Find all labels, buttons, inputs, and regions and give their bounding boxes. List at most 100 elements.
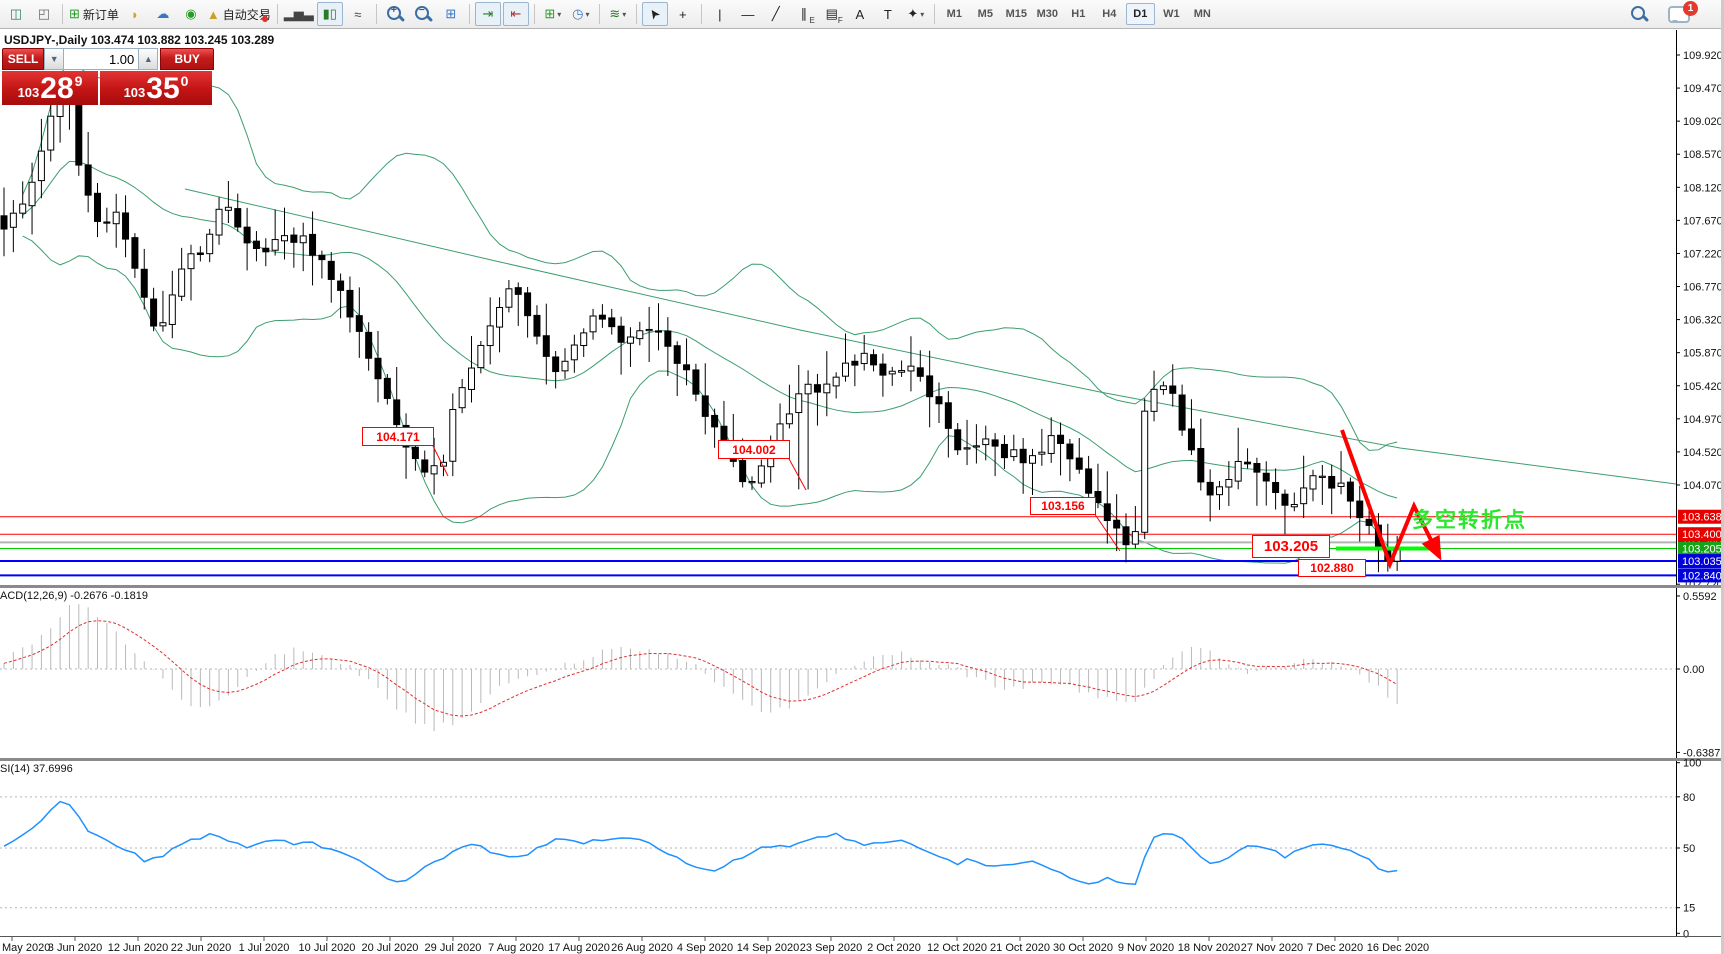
price-tick-label: 106.770 (1683, 282, 1723, 294)
candle (140, 248, 148, 310)
ask-price-panel[interactable]: 103 35 0 (100, 71, 212, 105)
chat-icon[interactable]: 1 (1668, 0, 1698, 23)
text-label-icon: T (883, 6, 892, 22)
volume-down-button[interactable]: ▼ (44, 48, 65, 70)
indicators-dropdown-icon[interactable]: ▾ (622, 9, 627, 19)
trend-note-annotation[interactable]: 多空转折点 (1412, 509, 1527, 532)
time-tick-label: 21 Oct 2020 (990, 942, 1050, 954)
profiles-button[interactable]: ◰ (31, 2, 57, 26)
candle (1159, 381, 1167, 395)
candle (1075, 438, 1083, 474)
bar-chart-button[interactable]: ▂▅▃ (283, 2, 315, 26)
volume-up-button[interactable]: ▲ (138, 48, 159, 70)
new-order-button[interactable]: ⊞ 新订单 (68, 2, 120, 26)
indicators-button[interactable]: ≋ ▾ (605, 2, 631, 26)
macd-signal-line (3, 620, 1398, 717)
arrows-icon: ✦ (907, 6, 919, 21)
sell-button[interactable]: SELL (2, 48, 45, 70)
candle (365, 322, 373, 371)
new-chart-dropdown-icon[interactable]: ▾ (557, 9, 562, 19)
candle (1113, 494, 1121, 552)
price-label-text: 103.638 (1682, 512, 1722, 524)
alerts-button[interactable]: ◗ (122, 2, 148, 26)
text-button[interactable]: A (847, 2, 873, 26)
macd-pane-splitter[interactable] (0, 585, 1724, 588)
vertical-line-button[interactable]: | (707, 2, 733, 26)
toolbar-separator (598, 4, 600, 24)
arrows-button[interactable]: ✦ ▾ (903, 2, 929, 26)
text-label-button[interactable]: T (875, 2, 901, 26)
volume-input[interactable] (64, 48, 139, 70)
price-tick-label: 108.120 (1683, 182, 1723, 194)
price-callout-103.156[interactable]: 103.156 (1030, 497, 1096, 515)
toolbar-right: 1 (1630, 0, 1724, 23)
auto-trading-button[interactable]: ▲ 自动交易 (206, 2, 272, 26)
candle (122, 195, 130, 258)
zoom-out-button[interactable]: − (410, 2, 436, 26)
candle (842, 333, 849, 382)
periods-button[interactable]: ◷ ▾ (568, 2, 594, 26)
candle (1029, 448, 1036, 495)
timeframe-m15-button[interactable]: M15 (1005, 8, 1028, 20)
price-tick-label: 104.070 (1683, 480, 1723, 492)
candle (103, 207, 111, 233)
candlestick-chart-button[interactable]: ▮▯ (316, 2, 343, 26)
arrows-dropdown-icon[interactable]: ▾ (920, 9, 925, 19)
rsi-pane-splitter[interactable] (0, 758, 1724, 761)
candle (888, 366, 896, 386)
timeframe-mn-button[interactable]: MN (1193, 8, 1211, 20)
horizontal-line-button[interactable]: — (735, 2, 761, 26)
auto-scroll-button[interactable]: ⇥ (474, 2, 501, 26)
price-callout-104.171[interactable]: 104.171 (362, 427, 434, 446)
equidistant-channel-button[interactable]: ∥ E (791, 2, 817, 26)
new-order-label: 新订单 (82, 7, 119, 22)
new-chart-button[interactable]: ⊞ ▾ (540, 2, 566, 26)
trendline-button[interactable]: ╱ (763, 2, 789, 26)
auto-trading-status-dot (261, 16, 268, 22)
zoom-in-button[interactable]: + (382, 2, 408, 26)
candle (355, 287, 363, 358)
line-chart-button[interactable]: ≈ (345, 2, 371, 26)
timeframe-m1-button[interactable]: M1 (946, 8, 962, 20)
price-callout-104.002[interactable]: 104.002 (718, 440, 790, 459)
community-button[interactable]: ☁ (150, 2, 176, 26)
price-callout-103.205[interactable]: 103.205 (1252, 535, 1330, 558)
timeframe-m30-button[interactable]: M30 (1036, 8, 1059, 20)
candle (1244, 448, 1252, 469)
timeframe-d1-button[interactable]: D1 (1125, 3, 1155, 25)
candle (1047, 417, 1055, 463)
candle (608, 308, 616, 335)
tile-windows-button[interactable]: ⊞ (438, 2, 464, 26)
timeframe-w1-button[interactable]: W1 (1163, 8, 1180, 20)
crosshair-button[interactable]: + (670, 2, 696, 26)
candle (1187, 399, 1195, 456)
candle (935, 382, 943, 423)
candle (28, 162, 36, 235)
fibonacci-button[interactable]: ▤ F (819, 2, 845, 26)
search-icon[interactable] (1630, 5, 1650, 23)
time-tick-label: 7 Dec 2020 (1307, 942, 1363, 954)
buy-button[interactable]: BUY (160, 48, 215, 70)
candle (1122, 513, 1130, 563)
macd-indicator-label: ACD(12,26,9) -0.2676 -0.1819 (0, 590, 148, 602)
candle (496, 297, 504, 353)
candle (178, 247, 186, 302)
bid-price-panel[interactable]: 103 28 9 (2, 71, 98, 105)
candle (37, 118, 45, 199)
chart-window-button[interactable]: ◫ (3, 2, 29, 26)
timeframe-h4-button[interactable]: H4 (1102, 8, 1117, 20)
timeframe-h1-button[interactable]: H1 (1071, 8, 1086, 20)
timeframe-m5-button[interactable]: M5 (977, 8, 993, 20)
long-ma-line (184, 188, 1677, 485)
candles-layer (0, 75, 1401, 573)
macd-tick-label: 0.5592 (1683, 591, 1717, 603)
signals-button[interactable]: ◉ (178, 2, 204, 26)
time-tick-label: 27 Nov 2020 (1241, 942, 1303, 954)
candle (252, 231, 260, 262)
periods-dropdown-icon[interactable]: ▾ (585, 9, 590, 19)
chart-shift-button[interactable]: ⇤ (502, 2, 529, 26)
zigzag-arrow-annotation[interactable] (1340, 429, 1442, 570)
cursor-button[interactable]: ➤ (641, 2, 668, 26)
price-callout-102.880[interactable]: 102.880 (1298, 559, 1366, 577)
